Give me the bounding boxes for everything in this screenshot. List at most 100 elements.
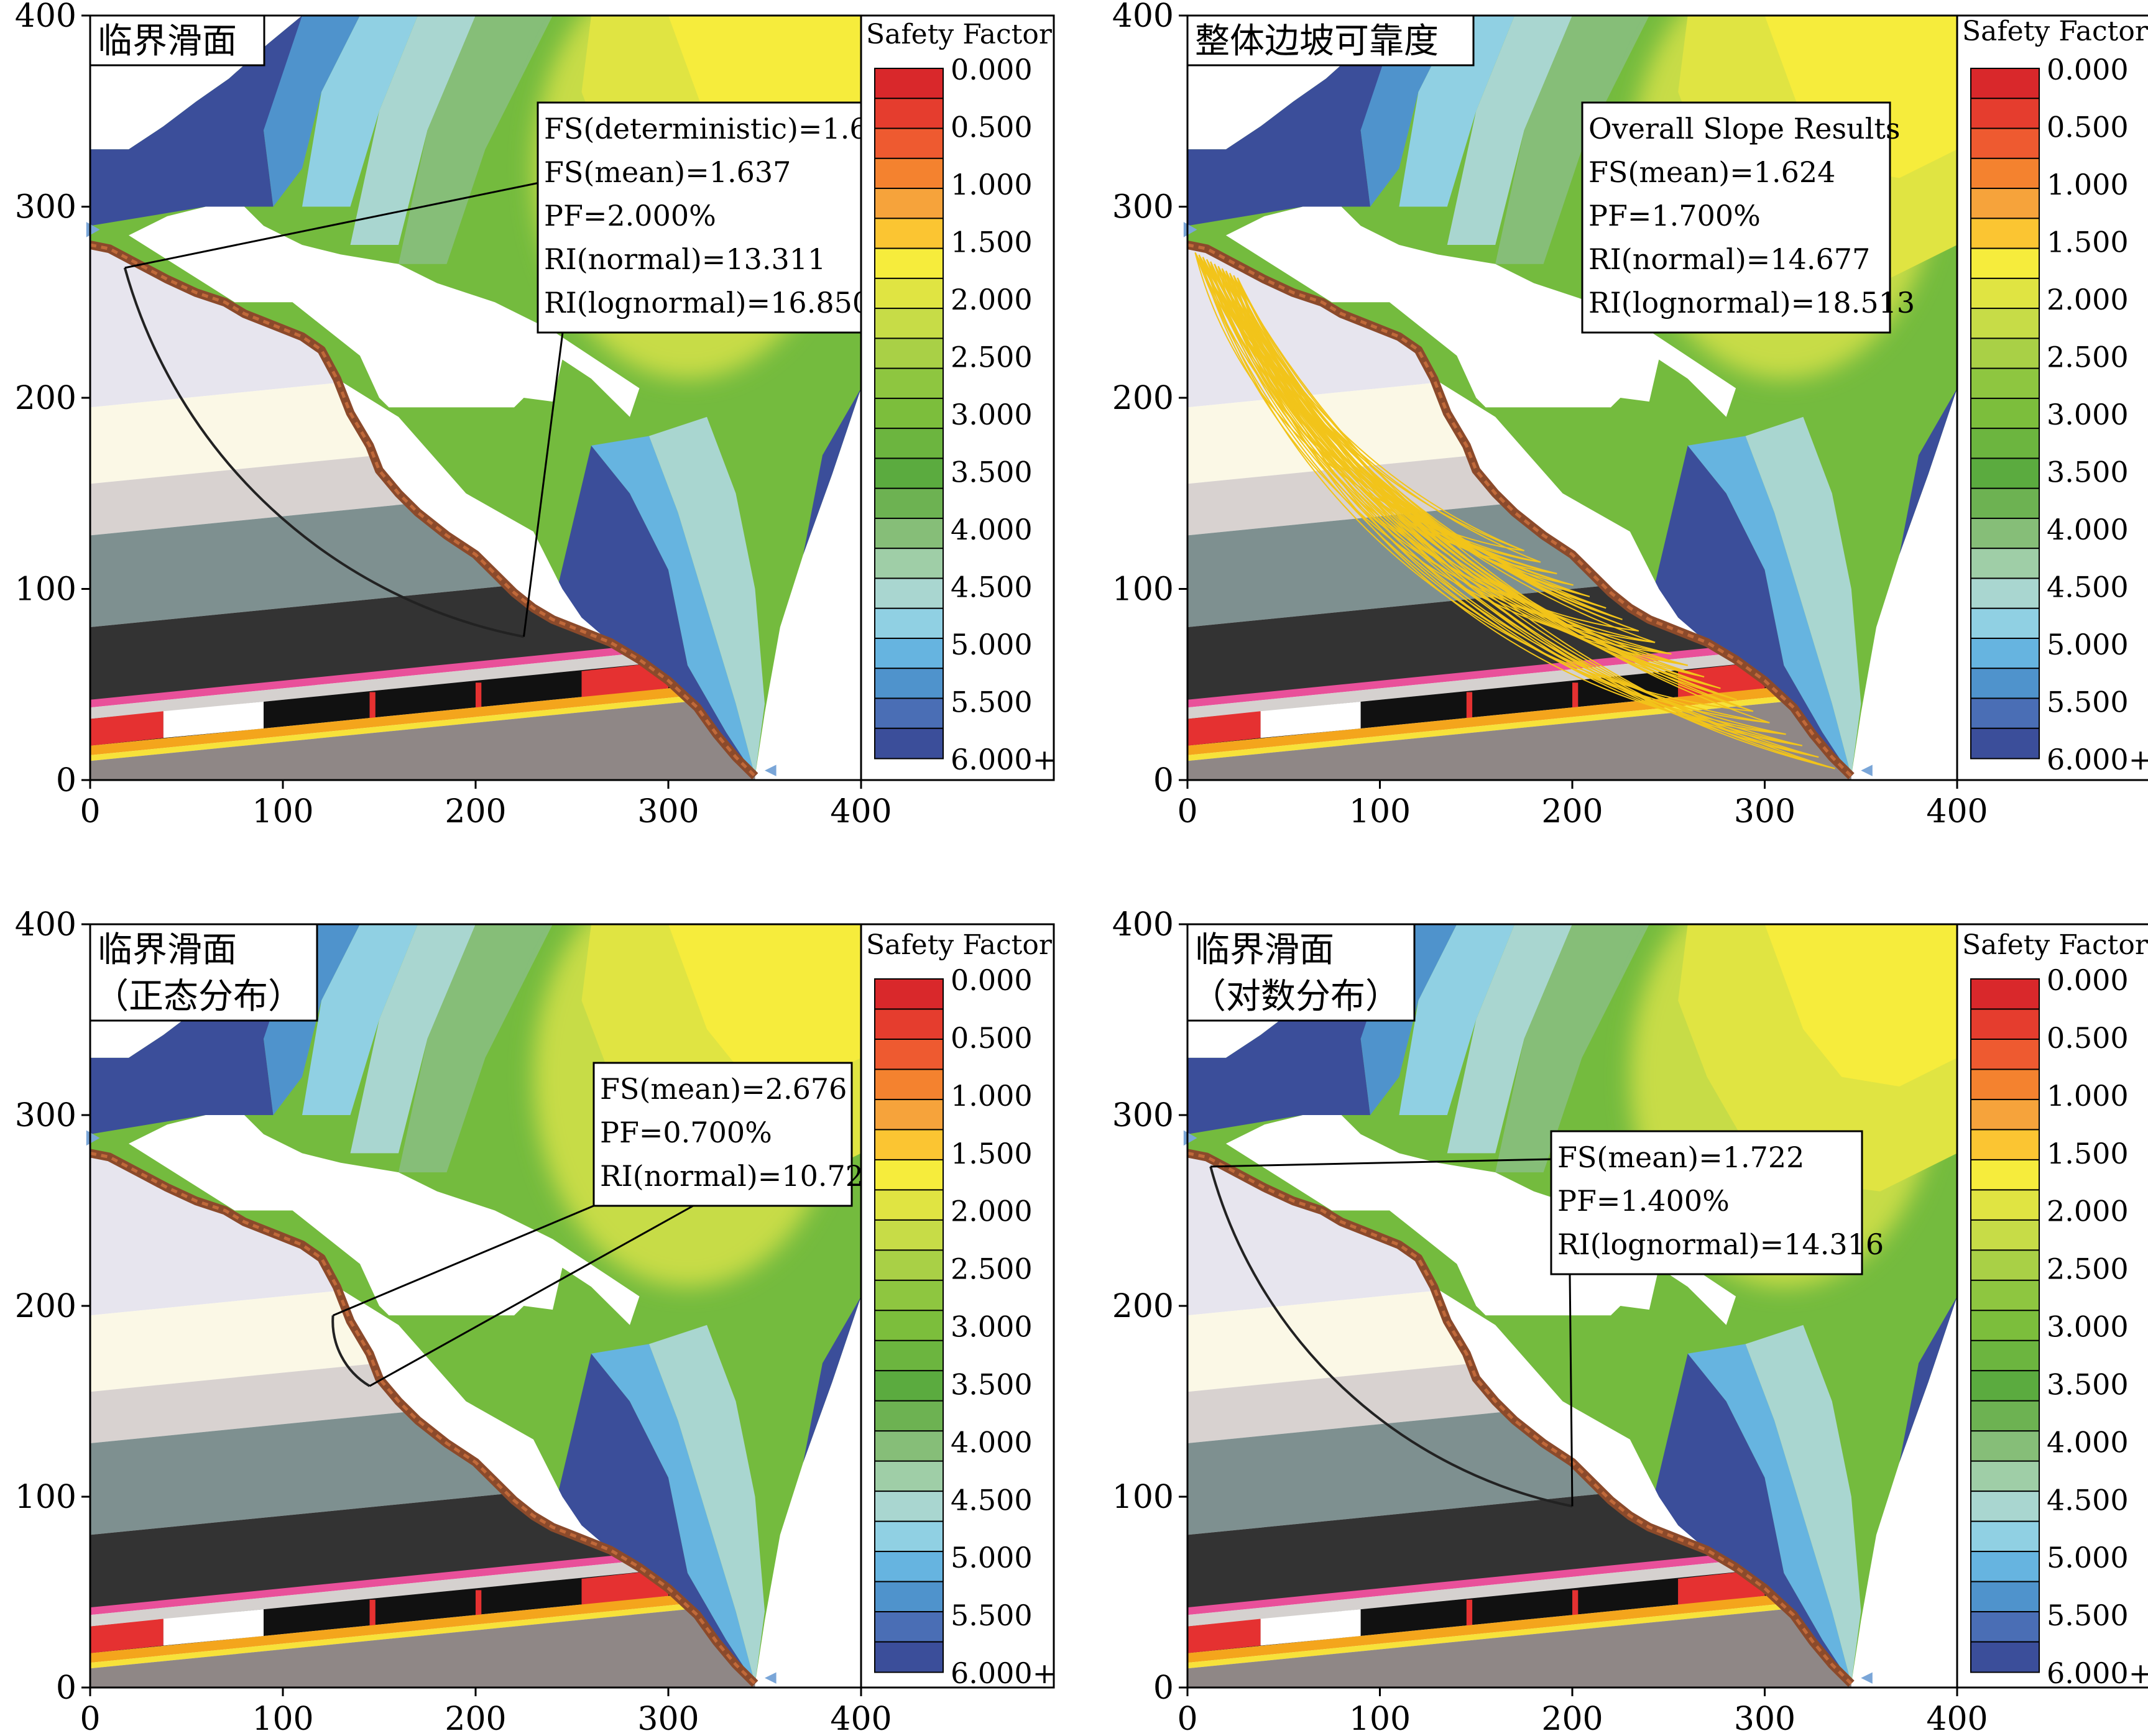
contour-light-green-left xyxy=(399,924,553,1173)
legend-swatch-13 xyxy=(874,428,944,459)
y-tick-label: 300 xyxy=(15,1097,76,1134)
legend-swatch-18 xyxy=(874,1490,944,1523)
legend-swatch-8 xyxy=(1970,277,2040,310)
bench-cutout-lower xyxy=(336,379,611,643)
legend-title: Safety Factor xyxy=(1962,16,2148,47)
legend-swatch-7 xyxy=(874,1159,944,1191)
legend-label: 1.500 xyxy=(2047,1137,2129,1170)
legend-label: 5.000 xyxy=(951,628,1033,661)
legend-swatch-16 xyxy=(1970,1430,2040,1463)
legend-swatch-10 xyxy=(874,338,944,370)
y-tick-label: 0 xyxy=(1153,762,1174,799)
contour-dark-blue-toe xyxy=(553,445,755,776)
safety-factor-legend: Safety Factor0.0000.5001.0001.5002.0002.… xyxy=(1956,14,2148,781)
panel-3: 0 100 200 300 400 0 100 200 300 400 临界滑面 （正态分布） FS(m… xyxy=(15,906,1057,1736)
y-tick-label: 200 xyxy=(15,1288,76,1325)
legend-label: 4.500 xyxy=(951,1483,1033,1517)
legend-label: 3.500 xyxy=(2047,1367,2129,1401)
annotation-line: FS(deterministic)=1.636 xyxy=(544,112,904,145)
legend-label: 6.000+ xyxy=(2047,743,2148,776)
legend-label: 6.000+ xyxy=(951,1656,1056,1690)
legend-swatch-5 xyxy=(874,1098,944,1131)
annotation-line: PF=1.400% xyxy=(1557,1184,1730,1218)
x-tick-label: 0 xyxy=(1177,793,1197,830)
legend-label: 6.000+ xyxy=(2047,1656,2148,1690)
legend-swatch-23 xyxy=(1970,727,2040,760)
contour-teal-toe xyxy=(649,416,765,776)
annotation-line: PF=2.000% xyxy=(544,199,716,232)
reliability-slip-59 xyxy=(1233,275,1819,758)
legend-label: 0.000 xyxy=(2047,53,2129,86)
legend-label: 0.000 xyxy=(2047,963,2129,997)
reliability-slip-47 xyxy=(1233,275,1623,620)
legend-label: 1.500 xyxy=(951,1137,1033,1170)
legend-swatch-1 xyxy=(874,978,944,1010)
bed-yellow xyxy=(90,679,755,761)
annotation-line: FS(mean)=1.637 xyxy=(544,155,791,189)
bed-red-left xyxy=(90,711,164,746)
reliability-slip-46 xyxy=(1229,273,1606,609)
right-boundary-marker xyxy=(1861,1672,1873,1684)
result-annotation-box: Overall Slope Results FS(mean)=1.624 PF=1.… xyxy=(1581,101,1915,334)
legend-swatch-7 xyxy=(874,247,944,280)
legend-swatch-18 xyxy=(1970,1490,2040,1523)
safety-factor-legend: Safety Factor0.0000.5001.0001.5002.0002.… xyxy=(1956,923,2148,1690)
legend-swatch-16 xyxy=(874,1430,944,1463)
legend-label: 6.000+ xyxy=(951,743,1056,776)
x-tick-label: 100 xyxy=(1349,1701,1411,1736)
bed-white xyxy=(163,1609,264,1646)
x-tick-label: 200 xyxy=(445,793,506,830)
y-tick-label: 100 xyxy=(1112,571,1174,609)
annotation-line: FS(mean)=1.722 xyxy=(1557,1141,1804,1174)
legend-swatch-3 xyxy=(874,1038,944,1070)
legend-label: 4.000 xyxy=(2047,513,2129,546)
annotation-line: RI(normal)=13.311 xyxy=(544,242,826,276)
legend-swatch-22 xyxy=(874,697,944,730)
legend-swatch-17 xyxy=(1970,548,2040,579)
reliability-slip-42 xyxy=(1214,264,1541,563)
y-tick-label: 200 xyxy=(1112,1288,1174,1325)
bed-white xyxy=(1260,1609,1361,1646)
bed-red-right xyxy=(581,1569,668,1605)
legend-swatch-21 xyxy=(1970,1581,2040,1613)
legend-label: 1.000 xyxy=(951,1079,1033,1113)
y-tick-label: 200 xyxy=(15,380,76,417)
legend-swatch-11 xyxy=(1970,367,2040,400)
legend-swatch-19 xyxy=(1970,1520,2040,1553)
slope-surface-highlight xyxy=(90,1151,757,1685)
legend-swatch-8 xyxy=(874,277,944,310)
legend-label: 2.500 xyxy=(2047,1252,2129,1286)
legend-swatch-2 xyxy=(874,98,944,130)
annotation-line: PF=1.700% xyxy=(1588,199,1761,232)
legend-swatch-9 xyxy=(874,308,944,339)
legend-swatch-11 xyxy=(874,367,944,400)
result-annotation-box: FS(deterministic)=1.636 FS(mean)=1.637 PF=… xyxy=(537,101,904,334)
callout-leader-exit xyxy=(1569,1274,1574,1507)
legend-label: 4.500 xyxy=(951,571,1033,604)
legend-swatch-19 xyxy=(874,1520,944,1553)
title-box-frame xyxy=(1186,14,1475,67)
x-tick-label: 0 xyxy=(80,793,100,830)
legend-swatch-21 xyxy=(1970,668,2040,699)
legend-swatch-10 xyxy=(1970,1249,2040,1282)
legend-swatch-19 xyxy=(1970,607,2040,640)
annotation-frame xyxy=(1581,101,1891,334)
legend-label: 1.000 xyxy=(2047,1079,2129,1113)
legend-label: 3.000 xyxy=(2047,398,2129,431)
title-box-frame xyxy=(89,923,318,1022)
x-tick-label: 400 xyxy=(830,793,892,830)
critical-slip-surface xyxy=(123,267,524,638)
y-tick-label: 100 xyxy=(1112,1479,1174,1516)
legend-label: 3.500 xyxy=(951,456,1033,489)
callout-leader-exit xyxy=(369,1205,694,1387)
callout-leader-entry xyxy=(1210,1158,1552,1168)
x-tick-label: 200 xyxy=(445,1701,506,1736)
legend-swatch-6 xyxy=(874,218,944,250)
right-boundary-marker xyxy=(765,765,777,776)
y-tick-label: 0 xyxy=(56,1669,76,1707)
contour-blue-toe xyxy=(1687,436,1851,776)
legend-swatch-8 xyxy=(874,1189,944,1221)
legend-label: 4.000 xyxy=(951,1425,1033,1459)
bed-red-right xyxy=(1678,1569,1765,1605)
